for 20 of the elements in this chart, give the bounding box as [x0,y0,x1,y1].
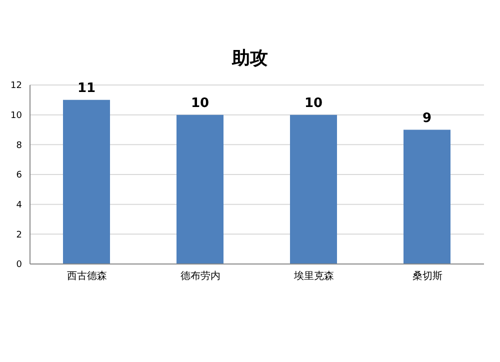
x-tick-label: 桑切斯 [412,270,442,282]
bar [176,114,224,264]
y-tick-label: 0 [16,260,22,270]
data-label: 9 [422,110,432,126]
data-label: 11 [77,80,96,96]
data-label: 10 [304,96,323,111]
bar [63,100,110,264]
data-label: 10 [190,96,210,111]
bar [290,114,337,264]
y-tick-label: 12 [10,81,22,92]
y-tick-label: 6 [16,170,22,181]
bar [404,130,450,264]
y-tick-label: 10 [10,111,22,122]
x-tick-label: 西古德森 [66,270,107,282]
chart-title: 助攻 [230,47,269,70]
y-tick-label: 2 [16,230,22,240]
y-tick-label: 8 [16,140,22,151]
x-tick-label: 德布劳内 [180,270,220,282]
x-tick-label: 埃里克森 [292,270,334,282]
y-tick-label: 4 [16,200,22,211]
